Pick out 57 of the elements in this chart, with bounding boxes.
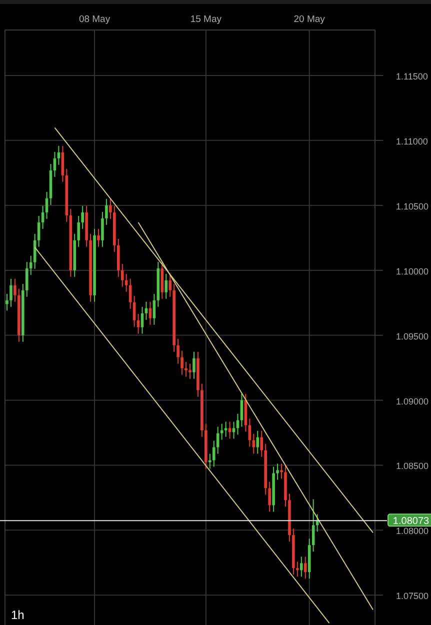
candlestick <box>268 481 271 512</box>
candlestick <box>120 263 124 288</box>
candlestick <box>176 338 180 364</box>
candlestick <box>57 145 60 166</box>
candlestick <box>37 215 40 248</box>
y-tick-label: 1.09500 <box>396 331 429 342</box>
x-tick-label: 20 May <box>294 14 326 25</box>
candlestick <box>25 261 28 298</box>
candlestick <box>188 363 192 380</box>
candlestick <box>148 301 152 326</box>
candlestick <box>124 273 128 292</box>
candlestick <box>77 215 80 248</box>
candlestick <box>248 418 252 448</box>
y-tick-label: 1.08500 <box>396 461 429 472</box>
candlestick <box>260 430 264 458</box>
candlestick <box>41 205 44 230</box>
candlestick <box>10 278 12 308</box>
candlestick <box>212 440 216 468</box>
candlestick <box>29 255 32 276</box>
candlestick <box>81 205 84 230</box>
candlestick <box>300 556 303 578</box>
ref-line-label: 1.08073 <box>392 516 430 528</box>
y-tick-label: 1.10500 <box>396 201 429 212</box>
candlestick <box>256 430 260 454</box>
candlestick <box>14 278 16 302</box>
x-tick-label: 15 May <box>190 14 222 25</box>
candlestick <box>180 350 184 376</box>
y-tick-label: 1.11500 <box>396 71 428 82</box>
y-tick-label: 1.07500 <box>396 591 429 602</box>
candlestick <box>276 463 279 480</box>
candlestick <box>216 426 220 454</box>
annotation: 1h <box>11 608 24 622</box>
candlestick <box>192 351 196 380</box>
candlestick <box>45 191 48 220</box>
candlestick <box>164 273 168 300</box>
y-tick-label: 1.11000 <box>396 136 428 146</box>
candlestick <box>160 261 164 300</box>
candlestick <box>6 293 8 312</box>
candlestick <box>252 433 256 454</box>
candlestick <box>224 421 228 438</box>
candlestick <box>105 198 108 226</box>
x-tick-label: 08 May <box>78 14 110 25</box>
candlestick <box>132 295 136 328</box>
candlestick <box>280 463 283 480</box>
candlestick <box>109 198 112 220</box>
y-tick-label: 1.09000 <box>396 396 429 406</box>
candlestick <box>61 145 64 182</box>
candlestick <box>304 556 307 580</box>
candlestick <box>152 293 156 326</box>
candlestick <box>168 273 172 298</box>
candlestick <box>97 228 100 248</box>
y-tick-label: 1.10000 <box>396 266 429 276</box>
candlestick <box>240 393 244 428</box>
candlestick <box>101 211 104 248</box>
candlestick <box>312 498 315 552</box>
candlestick <box>296 561 299 578</box>
y-tick-label: 1.08000 <box>396 526 429 536</box>
